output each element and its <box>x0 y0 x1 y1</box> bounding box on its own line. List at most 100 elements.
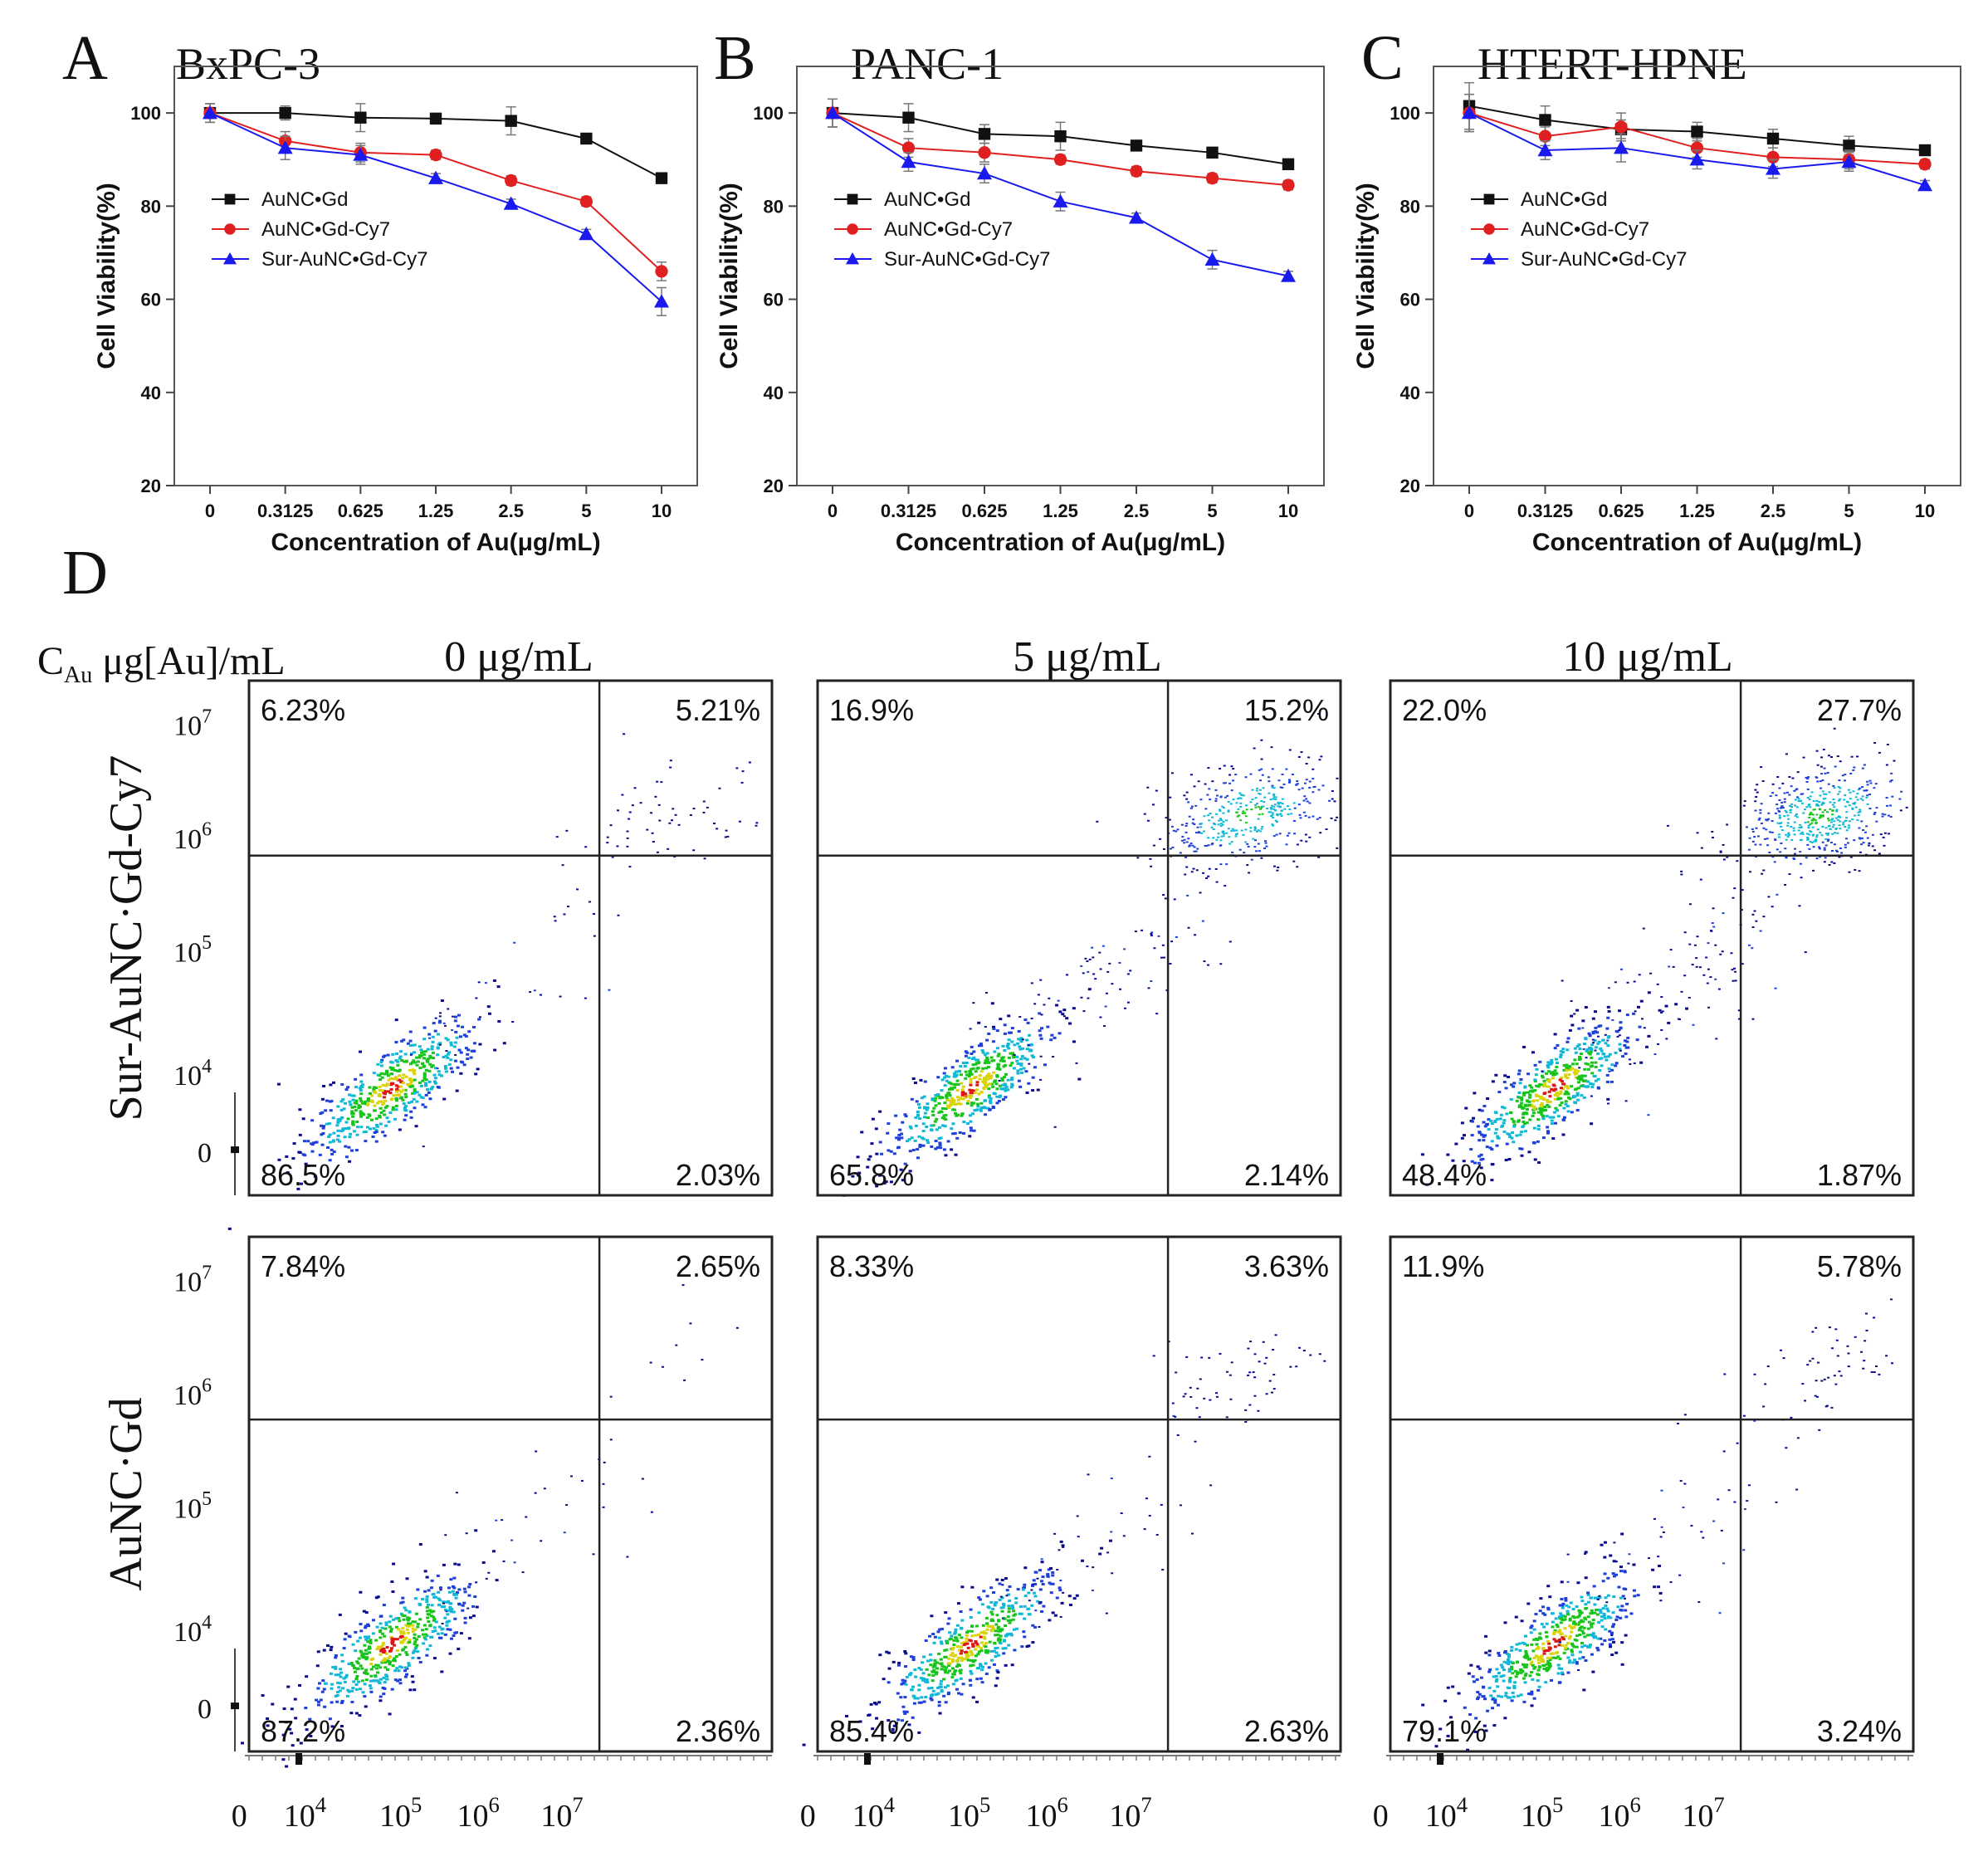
x-tick-label: 0.625 <box>961 501 1007 521</box>
event-dot <box>378 1085 382 1088</box>
event-dot <box>950 1652 955 1655</box>
event-dot <box>1607 1067 1611 1070</box>
event-dot <box>1775 794 1778 797</box>
event-dot <box>1484 1651 1488 1654</box>
event-dot <box>1865 825 1868 828</box>
event-dot <box>382 1096 386 1099</box>
event-dot <box>925 1139 929 1142</box>
event-dot <box>924 1639 928 1643</box>
event-dot <box>1012 1056 1016 1059</box>
event-dot <box>1751 828 1754 830</box>
event-dot <box>1592 1636 1596 1639</box>
event-dot <box>998 1079 1001 1082</box>
event-dot <box>374 1129 379 1132</box>
event-dot <box>1861 786 1864 789</box>
event-dot <box>381 1083 385 1087</box>
event-dot <box>1529 1626 1533 1629</box>
event-dot <box>949 1654 953 1657</box>
event-dot <box>1510 1645 1514 1649</box>
event-dot <box>1559 1092 1563 1096</box>
event-dot <box>971 1696 975 1699</box>
event-dot <box>432 1610 436 1613</box>
event-dot <box>351 1115 355 1118</box>
event-dot <box>1540 1095 1544 1098</box>
event-dot <box>403 1118 407 1121</box>
event-dot <box>917 1135 921 1138</box>
event-dot <box>1225 819 1228 822</box>
event-dot <box>413 1090 417 1093</box>
event-dot <box>979 1649 984 1653</box>
event-dot <box>443 1608 447 1611</box>
event-dot <box>406 1042 410 1045</box>
event-dot <box>461 1609 465 1612</box>
event-dot <box>1737 1018 1741 1020</box>
data-point <box>353 147 369 161</box>
event-dot <box>977 1611 981 1614</box>
event-dot <box>899 1696 903 1699</box>
event-dot <box>959 1097 963 1100</box>
event-dot <box>1189 1386 1192 1389</box>
event-dot <box>444 1054 448 1058</box>
event-dot <box>1526 1602 1531 1605</box>
x-axis-tick: 106 <box>1599 1792 1641 1834</box>
event-dot <box>953 1086 957 1089</box>
event-dot <box>1619 1570 1624 1573</box>
event-dot <box>689 813 692 816</box>
event-dot <box>716 828 719 830</box>
event-dot <box>1754 809 1757 812</box>
event-dot <box>409 1081 413 1084</box>
event-dot <box>389 1647 393 1650</box>
event-dot <box>985 1083 989 1087</box>
event-dot <box>989 1056 994 1059</box>
event-dot <box>656 780 659 783</box>
event-dot <box>1802 756 1805 759</box>
event-dot <box>1170 940 1174 943</box>
event-dot <box>369 1641 373 1644</box>
event-dot <box>1510 1665 1514 1668</box>
event-dot <box>908 1150 912 1153</box>
event-dot <box>1193 785 1196 788</box>
event-dot <box>963 1064 967 1067</box>
event-dot <box>1274 1334 1277 1336</box>
event-dot <box>1832 798 1835 800</box>
event-dot <box>1515 1134 1519 1137</box>
event-dot <box>1005 1589 1009 1592</box>
event-dot <box>1155 789 1158 792</box>
event-dot <box>1076 1515 1079 1517</box>
event-dot <box>1866 837 1869 839</box>
event-dot <box>584 846 588 848</box>
event-dot <box>940 1106 945 1110</box>
event-dot <box>407 1662 411 1665</box>
event-dot <box>650 812 653 814</box>
event-dot <box>960 1659 964 1663</box>
event-dot <box>429 1087 433 1091</box>
event-dot <box>1619 1021 1623 1024</box>
event-dot <box>1308 836 1311 838</box>
event-dot <box>1536 1688 1541 1692</box>
event-dot <box>877 1701 882 1704</box>
event-dot <box>988 1082 992 1086</box>
event-dot <box>1590 1056 1594 1059</box>
event-dot <box>933 1662 937 1665</box>
event-dot <box>1232 779 1235 782</box>
event-dot <box>457 1563 461 1566</box>
event-dot <box>1228 1374 1232 1376</box>
event-dot <box>1099 968 1102 970</box>
event-dot <box>1885 764 1888 766</box>
event-dot <box>1040 1014 1043 1016</box>
event-dot <box>1578 1055 1582 1058</box>
event-dot <box>985 1058 989 1062</box>
event-dot <box>1806 797 1810 799</box>
event-dot <box>366 1102 370 1106</box>
event-dot <box>1288 780 1292 783</box>
event-dot <box>1563 1092 1567 1096</box>
event-dot <box>1647 1034 1651 1038</box>
event-dot <box>1072 1597 1077 1600</box>
data-point <box>429 112 442 125</box>
event-dot <box>1227 828 1230 830</box>
event-dot <box>1540 1113 1544 1116</box>
event-dot <box>1161 944 1165 946</box>
event-dot <box>1893 760 1896 762</box>
event-dot <box>1123 948 1126 950</box>
event-dot <box>438 1019 442 1023</box>
